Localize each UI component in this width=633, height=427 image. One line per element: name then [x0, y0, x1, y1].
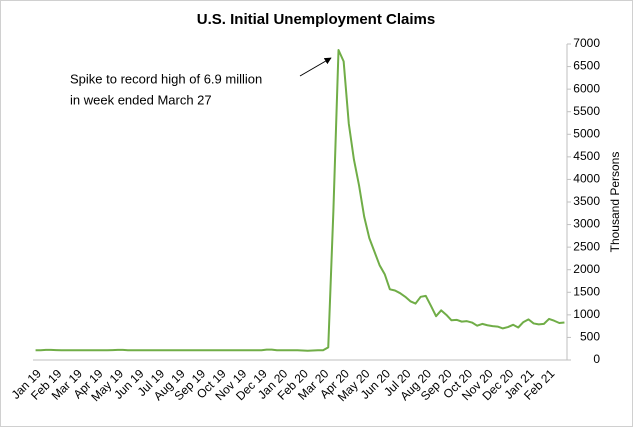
y-tick-label: 2000: [573, 262, 600, 276]
y-tick-label: 0: [593, 352, 600, 366]
chart-title: U.S. Initial Unemployment Claims: [197, 11, 435, 28]
y-tick-label: 1000: [573, 307, 600, 321]
y-tick-label: 3500: [573, 194, 600, 208]
data-line: [35, 49, 565, 352]
annotation: in week ended March 27: [70, 92, 212, 107]
annotation: Spike to record high of 6.9 million: [70, 71, 262, 86]
y-tick-label: 500: [580, 330, 600, 344]
y-tick-label: 4500: [573, 149, 600, 163]
y-tick-label: 5000: [573, 126, 600, 140]
y-axis-label: Thousand Persons: [608, 152, 622, 253]
y-tick-label: 2500: [573, 239, 600, 253]
annotation-arrow: [299, 57, 332, 77]
y-tick-label: 5500: [573, 104, 600, 118]
y-tick-label: 6500: [573, 59, 600, 73]
y-tick-label: 1500: [573, 284, 600, 298]
y-tick-label: 4000: [573, 172, 600, 186]
y-tick-label: 3000: [573, 217, 600, 231]
y-tick-label: 7000: [573, 36, 600, 50]
y-tick-label: 6000: [573, 81, 600, 95]
